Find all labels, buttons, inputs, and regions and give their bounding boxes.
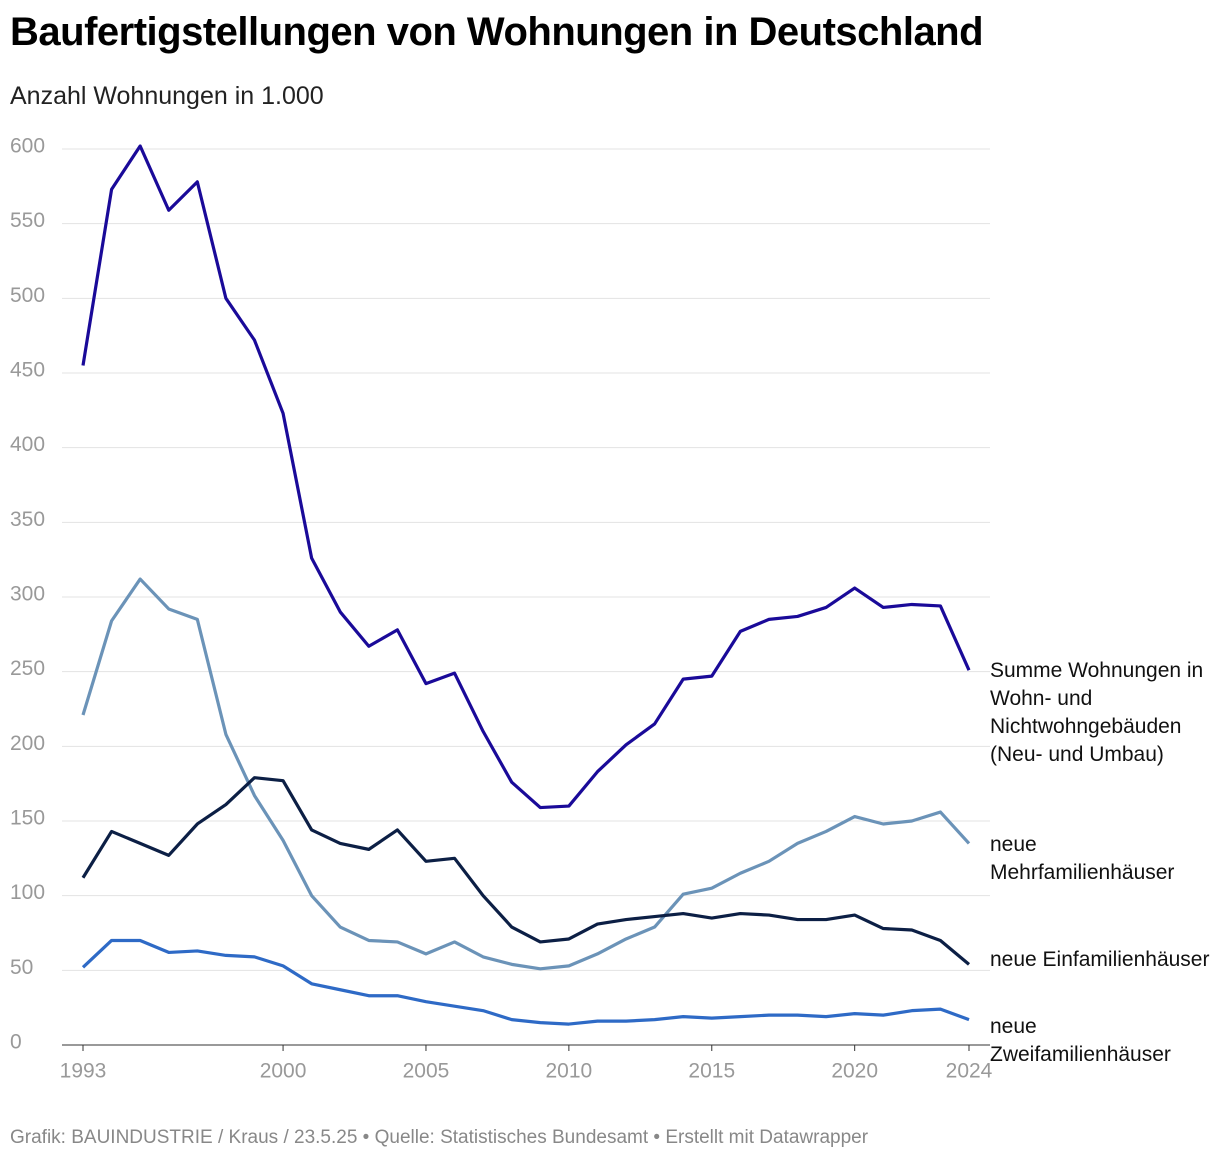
x-tick-label: 2020 (831, 1060, 878, 1083)
series-line (81, 776, 971, 966)
y-tick-label: 600 (10, 135, 45, 158)
series-label: neue Zweifamilienhäuser (990, 1015, 1171, 1066)
series-line (81, 144, 971, 810)
chart-subtitle: Anzahl Wohnungen in 1.000 (10, 82, 324, 110)
x-tick-label: 2024 (946, 1060, 993, 1083)
x-tick-label: 2010 (546, 1060, 593, 1083)
y-tick-label: 200 (10, 732, 45, 755)
series-line (81, 577, 971, 971)
y-tick-label: 250 (10, 657, 45, 680)
series-line (81, 938, 970, 1026)
x-tick-label: 2000 (260, 1060, 307, 1083)
source-note: Grafik: BAUINDUSTRIE / Kraus / 23.5.25 •… (10, 1127, 869, 1148)
x-tick-label: 1993 (60, 1060, 107, 1083)
x-tick-label: 2015 (688, 1060, 735, 1083)
series-label: neue Einfamilienhäuser (990, 948, 1210, 971)
y-tick-label: 0 (10, 1031, 22, 1054)
y-tick-label: 450 (10, 359, 45, 382)
chart-title: Baufertigstellungen von Wohnungen in Deu… (10, 10, 984, 54)
y-tick-label: 350 (10, 508, 45, 531)
series-label: Summe Wohnungen in Wohn- und Nichtwohnge… (990, 659, 1204, 766)
y-tick-label: 300 (10, 583, 45, 606)
y-tick-label: 500 (10, 284, 45, 307)
series-label: neue Mehrfamilienhäuser (990, 833, 1175, 884)
y-tick-label: 400 (10, 433, 45, 456)
y-tick-label: 50 (10, 956, 33, 979)
y-tick-label: 150 (10, 807, 45, 830)
y-tick-label: 100 (10, 881, 45, 904)
y-tick-label: 550 (10, 209, 45, 232)
x-tick-label: 2005 (403, 1060, 450, 1083)
